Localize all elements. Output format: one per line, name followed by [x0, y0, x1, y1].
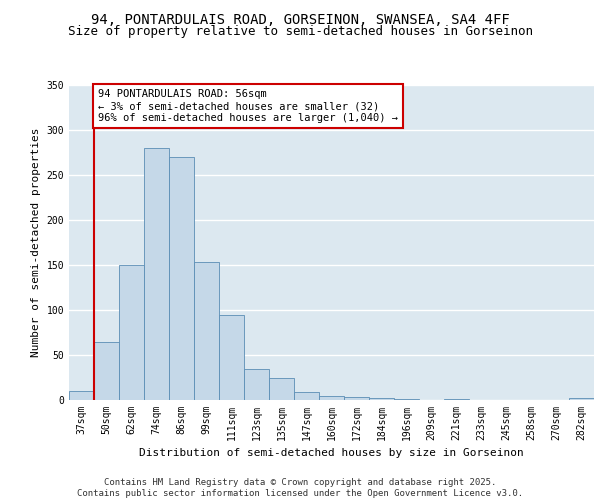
Bar	[119, 265, 144, 400]
Text: 94 PONTARDULAIS ROAD: 56sqm
← 3% of semi-detached houses are smaller (32)
96% of: 94 PONTARDULAIS ROAD: 56sqm ← 3% of semi…	[98, 90, 398, 122]
Bar	[569, 398, 594, 400]
Bar	[269, 378, 294, 400]
Bar	[219, 314, 244, 400]
Bar	[144, 148, 169, 400]
Bar	[444, 399, 469, 400]
Y-axis label: Number of semi-detached properties: Number of semi-detached properties	[31, 128, 41, 357]
Bar	[294, 392, 319, 400]
Text: Contains HM Land Registry data © Crown copyright and database right 2025.
Contai: Contains HM Land Registry data © Crown c…	[77, 478, 523, 498]
Bar	[69, 391, 94, 400]
Bar	[194, 262, 219, 400]
Bar	[394, 399, 419, 400]
X-axis label: Distribution of semi-detached houses by size in Gorseinon: Distribution of semi-detached houses by …	[139, 448, 524, 458]
Bar	[94, 342, 119, 400]
Text: 94, PONTARDULAIS ROAD, GORSEINON, SWANSEA, SA4 4FF: 94, PONTARDULAIS ROAD, GORSEINON, SWANSE…	[91, 12, 509, 26]
Bar	[344, 398, 369, 400]
Bar	[169, 157, 194, 400]
Bar	[369, 398, 394, 400]
Bar	[319, 396, 344, 400]
Bar	[244, 368, 269, 400]
Text: Size of property relative to semi-detached houses in Gorseinon: Size of property relative to semi-detach…	[67, 25, 533, 38]
